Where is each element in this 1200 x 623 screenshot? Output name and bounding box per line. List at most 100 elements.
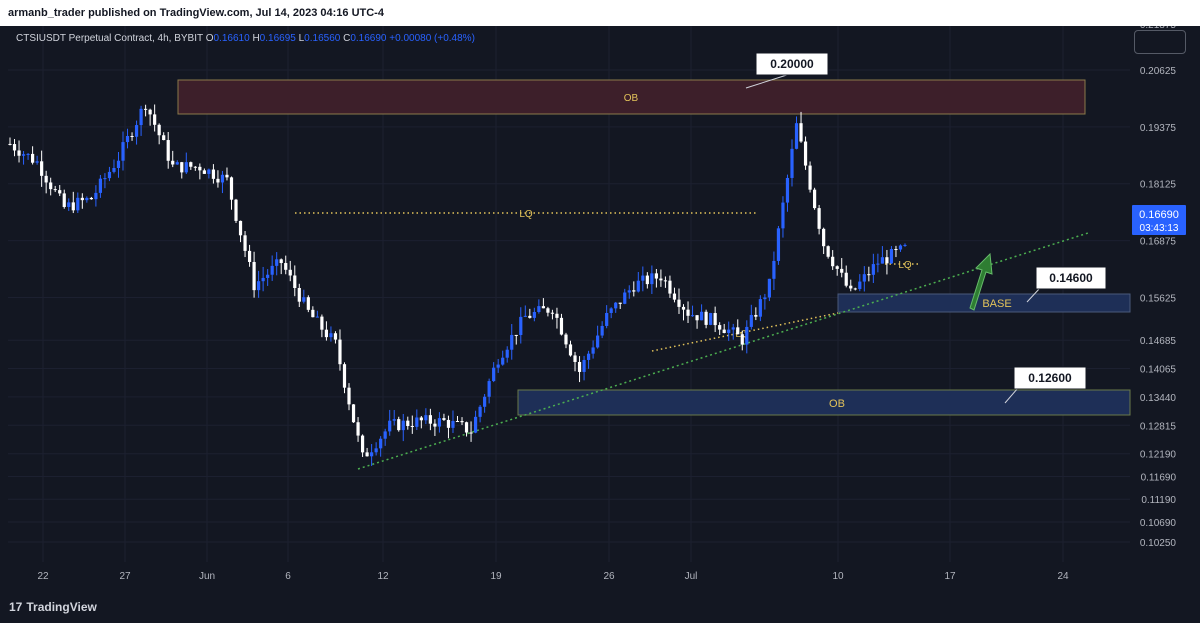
candle-body — [266, 274, 270, 278]
tradingview-logo[interactable]: 17 TradingView — [9, 600, 97, 614]
candle-body — [487, 381, 491, 397]
publish-header: armanb_trader published on TradingView.c… — [0, 0, 1200, 26]
chart-canvas[interactable]: OB BASE OB LQ LQ LQ 0.20000 0.14600 0.12… — [0, 26, 1200, 592]
candle-body — [415, 417, 419, 427]
candle-body — [650, 273, 654, 285]
low-value: 0.16560 — [304, 33, 341, 44]
candle-body — [424, 415, 428, 421]
candle-body — [388, 420, 392, 432]
candle-body — [329, 333, 333, 338]
candle-body — [754, 314, 758, 317]
candle-body — [360, 435, 365, 453]
candle-body — [537, 306, 541, 312]
ob-top-zone — [177, 79, 1086, 115]
candle-body — [663, 280, 668, 282]
candle-body — [817, 208, 821, 229]
candle-body — [469, 432, 473, 434]
candle-body — [229, 177, 234, 200]
price-tick-label: 0.10250 — [1140, 538, 1177, 549]
candle-body — [410, 426, 414, 428]
candle-body — [134, 125, 139, 137]
candle-body — [433, 423, 437, 427]
candle-body — [591, 347, 595, 354]
price-tick-label: 0.15625 — [1140, 293, 1177, 304]
change-value: +0.00080 (+0.48%) — [389, 33, 475, 44]
candle-body — [799, 123, 803, 142]
candle-body — [419, 417, 423, 421]
current-price-marker: 0.16690 03:43:13 — [1132, 205, 1186, 235]
candle-body — [541, 306, 545, 309]
candle-body — [889, 249, 894, 264]
candle-body — [342, 364, 347, 388]
candle-body — [510, 334, 514, 350]
candle-body — [568, 344, 573, 356]
time-tick-label: 12 — [377, 571, 389, 582]
tradingview-brand: TradingView — [26, 600, 97, 614]
candle-body — [89, 197, 93, 200]
open-label: O — [205, 33, 214, 44]
candle-body — [772, 260, 776, 279]
price-tick-label: 0.16875 — [1140, 237, 1177, 248]
candle-body — [528, 315, 532, 318]
candle-body — [175, 162, 179, 165]
candle-body — [903, 244, 907, 246]
price-tick-label: 0.10690 — [1140, 518, 1177, 529]
candle-body — [76, 197, 80, 211]
zones-layer: OB BASE OB — [177, 79, 1131, 416]
candle-body — [284, 263, 288, 270]
candle-body — [379, 438, 383, 449]
candle-body — [171, 160, 175, 165]
price-tick-label-clipped: 0.21875 — [1140, 26, 1177, 31]
candle-body — [736, 327, 740, 335]
current-price-countdown: 03:43:13 — [1140, 223, 1179, 234]
candle-body — [297, 287, 301, 302]
candle-body — [763, 297, 767, 300]
current-price-value: 0.16690 — [1139, 209, 1179, 221]
candle-body — [80, 197, 84, 201]
candle-body — [8, 143, 12, 145]
high-value: 0.16695 — [259, 33, 296, 44]
candle-body — [492, 367, 496, 382]
candle-body — [306, 297, 310, 310]
candle-body — [455, 421, 460, 423]
candle-body — [144, 108, 148, 110]
open-value: 0.16610 — [213, 33, 250, 44]
lq-top-label: LQ — [519, 209, 533, 220]
candle-body — [844, 272, 848, 286]
price-tick-label: 0.18125 — [1140, 180, 1177, 191]
low-label: L — [298, 33, 305, 44]
candle-body — [338, 339, 342, 365]
candle-body — [234, 199, 238, 221]
candle-body — [347, 387, 351, 405]
price-axis[interactable]: 0.20625 0.19375 0.18125 0.16875 0.15625 0.146… — [1140, 26, 1177, 549]
lq-mid-line — [651, 312, 839, 352]
candles-layer — [8, 104, 907, 466]
candle-body — [483, 396, 487, 407]
candle-body — [858, 281, 862, 289]
candle-body — [623, 292, 627, 304]
price-tick-label: 0.13440 — [1140, 393, 1177, 404]
candle-body — [451, 421, 455, 428]
candle-body — [356, 422, 360, 436]
callout-top-pointer — [745, 73, 791, 89]
chart-options-button[interactable] — [1134, 30, 1186, 54]
time-tick-label: 10 — [832, 571, 844, 582]
candle-body — [501, 357, 505, 365]
candle-body — [216, 178, 220, 183]
candle-body — [709, 313, 713, 325]
candle-body — [668, 280, 672, 294]
candle-body — [641, 275, 645, 281]
candle-body — [184, 162, 188, 173]
candle-body — [370, 452, 374, 457]
candle-body — [406, 420, 410, 427]
candle-body — [130, 136, 134, 138]
candle-body — [288, 269, 292, 276]
candle-body — [785, 177, 790, 203]
candle-body — [686, 309, 690, 316]
candle-body — [324, 329, 329, 338]
candle-body — [392, 419, 396, 421]
candle-body — [401, 420, 405, 431]
candle-body — [767, 278, 771, 298]
time-axis[interactable]: 22 27 Jun 6 12 19 26 Jul 10 17 24 — [37, 571, 1069, 582]
candle-body — [17, 150, 21, 156]
